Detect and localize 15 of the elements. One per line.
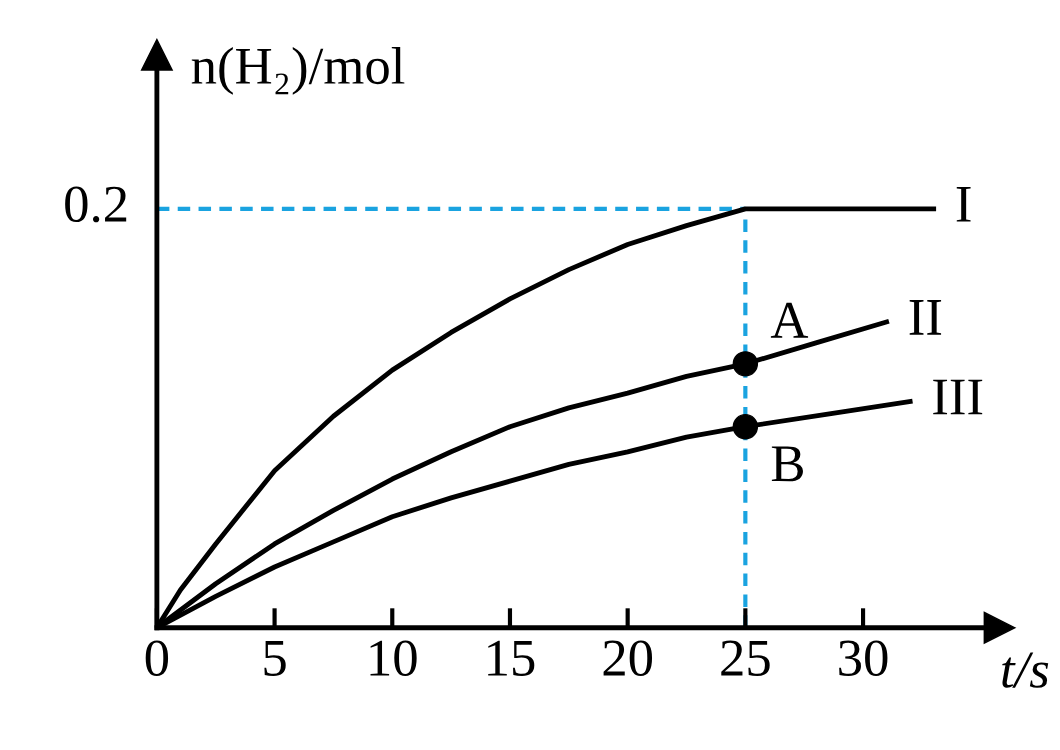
- x-tick-label: 20: [603, 640, 653, 676]
- x-axis-title: t/s: [1002, 652, 1049, 688]
- text: 0.2: [65, 186, 127, 223]
- x-tick-label: 0: [145, 640, 169, 676]
- x-tick-label: 30: [839, 640, 888, 676]
- series-label: III: [933, 379, 983, 415]
- x-tick-label: 5: [264, 640, 286, 676]
- x-tick-label: 10: [370, 640, 417, 676]
- x-tick-label: 25: [721, 640, 770, 676]
- annotation: A: [770, 302, 809, 338]
- series-label: II: [909, 300, 942, 335]
- annotation: B: [771, 446, 803, 482]
- y-axis-title: n(H₂)/mol: [191, 47, 405, 95]
- x-tick-label: 15: [488, 640, 535, 676]
- series-label: I: [956, 187, 971, 222]
